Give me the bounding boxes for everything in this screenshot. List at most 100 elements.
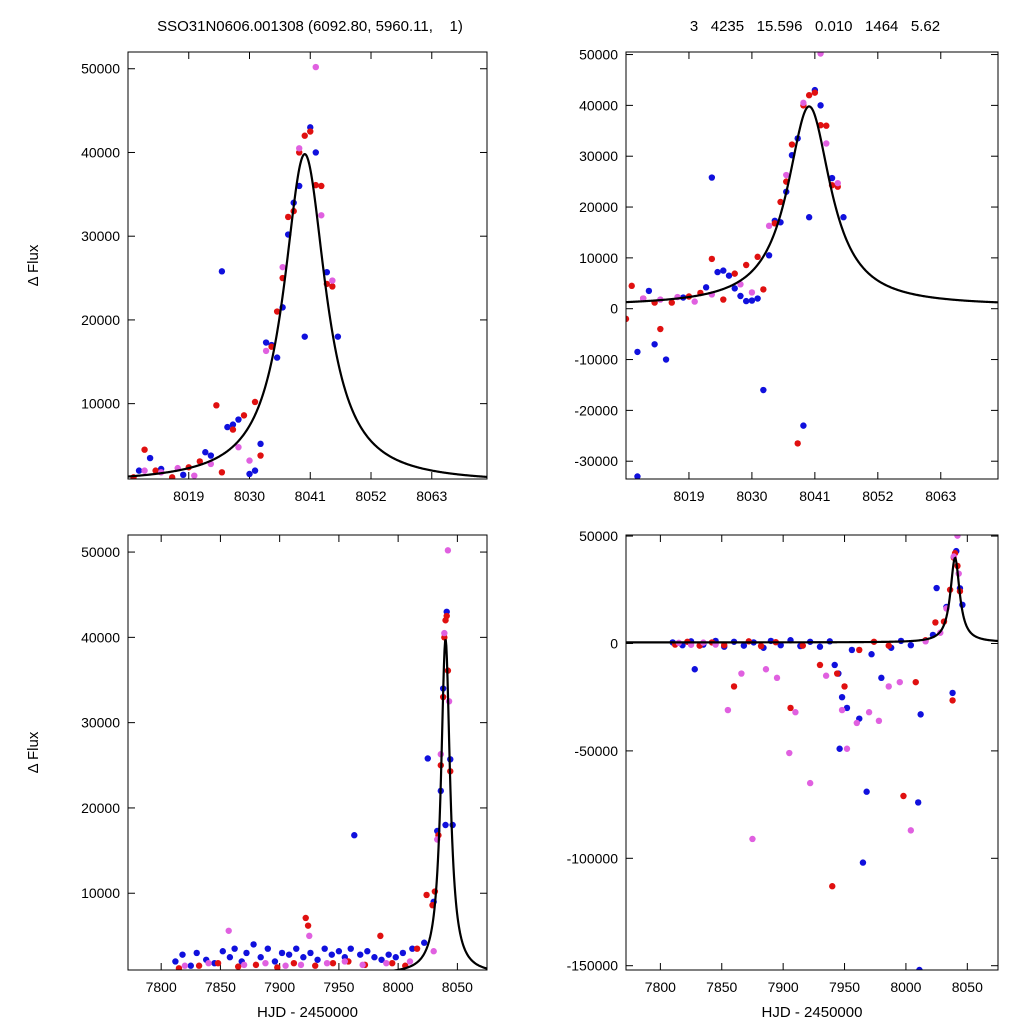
data-point-red — [805, 92, 813, 99]
panel-bottom-right: -150000 -100000 -50000 0 50000 7800 7850 7900 79… — [567, 528, 999, 1021]
data-point-blue — [424, 755, 431, 762]
data-point-blue — [300, 954, 307, 961]
data-point-magenta — [141, 467, 148, 474]
data-point-blue — [229, 421, 237, 428]
y-tick-label: 0 — [610, 301, 618, 317]
data-point-blue — [224, 423, 231, 431]
data-point-red — [788, 141, 796, 148]
data-point-red — [290, 959, 298, 967]
data-point-red — [811, 89, 819, 96]
y-tick-label: -50000 — [574, 743, 618, 759]
plot-frame — [625, 51, 999, 480]
data-point-blue — [831, 661, 838, 669]
data-point-blue — [392, 954, 399, 961]
x-tick-label: 8030 — [234, 488, 265, 504]
data-point-red — [628, 282, 635, 290]
data-point-blue — [364, 948, 371, 955]
data-point-magenta — [235, 443, 242, 451]
data-point-blue — [840, 214, 847, 221]
data-point-magenta — [279, 263, 286, 271]
y-tick-label: -20000 — [574, 402, 618, 418]
data-point-red — [214, 959, 222, 967]
data-point-blue — [916, 966, 923, 970]
data-point-blue — [385, 951, 392, 958]
data-point-blue — [257, 954, 264, 961]
data-point-blue — [179, 951, 186, 958]
data-point-blue — [271, 958, 279, 965]
y-tick-label: 50000 — [81, 61, 120, 77]
x-tick-label: 8063 — [416, 488, 447, 504]
data-point-magenta — [341, 958, 349, 965]
data-point-blue — [805, 214, 813, 221]
data-point-blue — [202, 449, 209, 456]
data-point-magenta — [885, 683, 892, 690]
data-point-blue — [816, 643, 824, 650]
data-point-magenta — [441, 629, 448, 637]
data-point-red — [757, 642, 765, 650]
data-point-blue — [218, 268, 226, 275]
data-point-magenta — [838, 706, 846, 714]
data-point-red — [301, 132, 308, 139]
y-tick-label: 50000 — [579, 528, 618, 544]
data-point-red — [302, 914, 309, 922]
data-point-red — [443, 612, 450, 620]
data-point-magenta — [312, 63, 319, 71]
data-point-blue — [421, 939, 428, 946]
data-point-red — [760, 286, 767, 293]
y-tick-label: 30000 — [81, 228, 120, 244]
data-point-red — [423, 891, 430, 899]
x-tick-label: 8063 — [925, 488, 956, 504]
data-point-magenta — [875, 717, 883, 725]
data-point-red — [823, 122, 830, 129]
plot-frame — [127, 51, 488, 480]
plot-frame — [625, 534, 999, 971]
data-point-magenta — [296, 145, 303, 152]
data-point-blue — [714, 268, 721, 276]
x-tick-label: 7800 — [146, 979, 177, 995]
model-curve — [626, 105, 998, 304]
data-point-red — [196, 458, 203, 465]
data-point-red — [329, 959, 337, 967]
data-point-magenta — [749, 835, 756, 843]
data-point-blue — [207, 452, 215, 459]
data-point-red — [932, 619, 939, 626]
x-tick-label: 7900 — [768, 979, 799, 995]
y-tick-label: 40000 — [579, 97, 618, 113]
panel-top-right: -30000 -20000 -10000 0 10000 20000 30000 40000 5… — [574, 47, 999, 504]
data-point-red — [329, 283, 336, 290]
x-tick-label: 8000 — [890, 979, 921, 995]
data-point-red — [721, 642, 728, 649]
data-point-magenta — [954, 535, 961, 539]
data-point-blue — [754, 295, 761, 302]
data-point-red — [900, 792, 907, 800]
data-point-blue — [651, 341, 658, 348]
data-point-blue — [859, 859, 867, 866]
data-point-magenta — [297, 961, 305, 969]
data-point-blue — [742, 297, 750, 305]
y-tick-label: 10000 — [81, 885, 120, 901]
model-curve — [389, 639, 487, 970]
data-point-blue — [301, 333, 308, 340]
data-point-red — [307, 128, 314, 135]
data-point-red — [252, 961, 260, 969]
data-point-magenta — [383, 959, 390, 967]
data-point-blue — [235, 416, 242, 423]
data-point-red — [799, 642, 806, 649]
data-point-blue — [251, 467, 259, 474]
data-point-blue — [748, 297, 756, 304]
y-tick-label: 50000 — [81, 544, 120, 560]
data-point-magenta — [765, 222, 773, 230]
y-tick-label: 20000 — [81, 312, 120, 328]
data-point-magenta — [806, 779, 814, 787]
data-point-red — [141, 446, 148, 453]
data-point-blue — [351, 832, 358, 839]
x-tick-label: 7850 — [205, 979, 236, 995]
data-point-magenta — [240, 961, 248, 969]
data-point-blue — [720, 267, 727, 274]
data-point-red — [218, 469, 226, 476]
data-point-blue — [731, 285, 738, 292]
data-point-blue — [740, 642, 748, 649]
x-tick-label: 8019 — [173, 488, 204, 504]
data-point-blue — [914, 799, 922, 806]
y-tick-label: 40000 — [81, 629, 120, 645]
